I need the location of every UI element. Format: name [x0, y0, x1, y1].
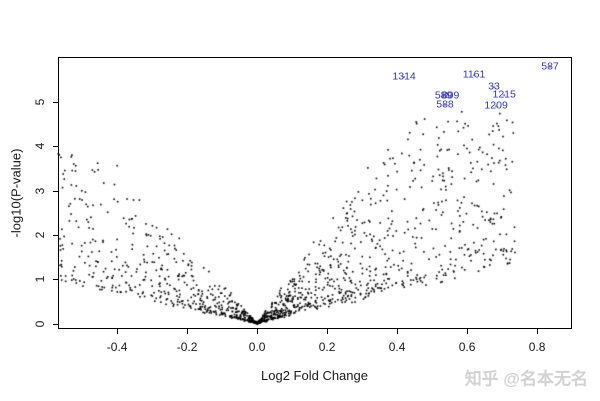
x-tick-label: 0.0 — [248, 340, 266, 354]
gene-label: 1215 — [492, 88, 516, 101]
y-axis-tick — [53, 146, 58, 148]
y-axis-tick — [53, 235, 58, 236]
gene-label: 33 — [488, 80, 500, 93]
x-axis-tick — [397, 329, 399, 334]
plot-border-box — [58, 57, 572, 329]
y-tick-label: 4 — [33, 142, 47, 150]
x-axis-tick — [187, 329, 189, 334]
y-tick-label: 5 — [33, 98, 47, 106]
y-axis-tick — [53, 323, 58, 325]
y-tick-label: 3 — [33, 187, 47, 194]
x-axis-title: Log2 Fold Change — [261, 368, 368, 383]
x-axis-tick — [117, 329, 119, 334]
gene-label: 587 — [541, 60, 559, 73]
gene-label: 1314 — [392, 70, 416, 83]
x-tick-label: 0.4 — [388, 340, 406, 354]
x-axis-tick — [257, 329, 259, 334]
watermark-text: 知乎 @名本无名 — [464, 369, 588, 389]
gene-label: 589 — [434, 89, 453, 102]
gene-label: 809 — [441, 89, 460, 102]
y-axis-title: -log10(P-value) — [8, 148, 24, 237]
gene-label: 1161 — [462, 68, 486, 81]
y-axis-tick — [53, 190, 58, 192]
x-axis-tick — [327, 329, 329, 334]
y-tick-label: 1 — [33, 276, 47, 283]
x-axis-tick — [467, 329, 469, 334]
y-tick-label: 2 — [33, 231, 47, 239]
x-tick-label: -0.2 — [176, 340, 198, 354]
x-axis-tick — [537, 329, 539, 334]
y-tick-label: 0 — [33, 320, 47, 328]
gene-label: 1209 — [484, 99, 508, 112]
x-tick-label: 0.6 — [458, 340, 476, 354]
x-tick-label: 0.8 — [528, 340, 546, 354]
gene-label: 588 — [436, 98, 454, 111]
x-tick-label: 0.2 — [318, 340, 336, 354]
x-tick-label: -0.4 — [106, 340, 128, 354]
y-axis-tick — [53, 279, 58, 281]
y-axis-tick — [53, 101, 58, 103]
